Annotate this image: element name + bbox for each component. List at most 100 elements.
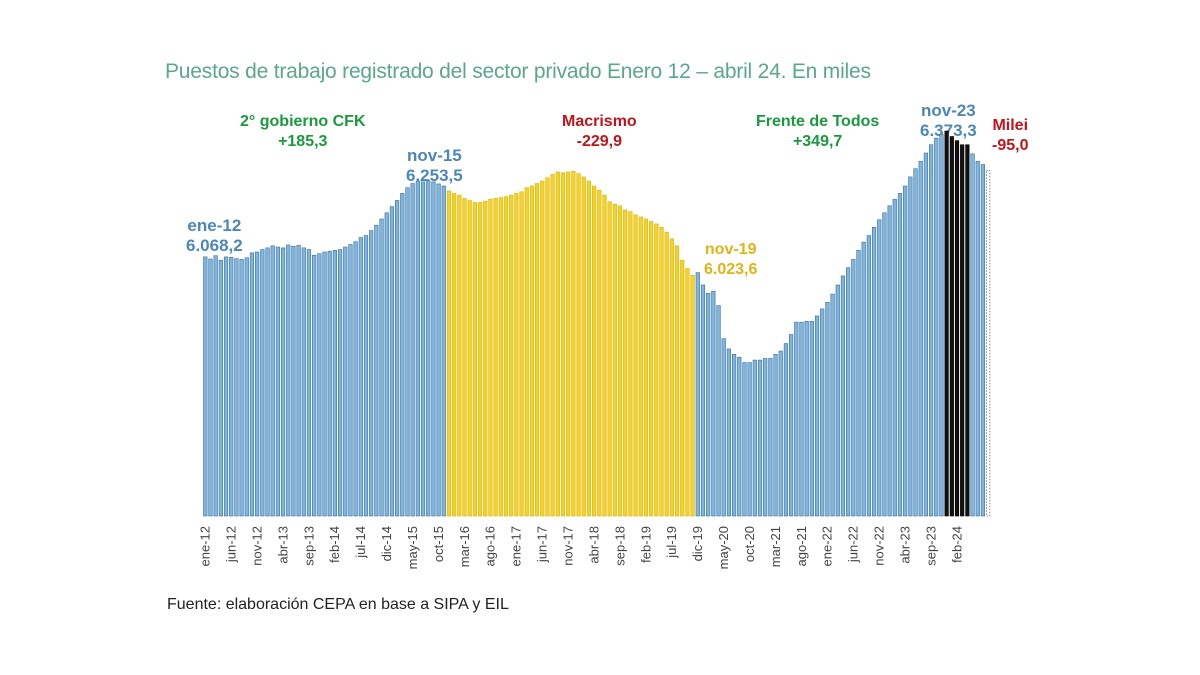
bar	[633, 214, 638, 517]
bar	[835, 284, 840, 517]
bar	[218, 259, 223, 517]
bar	[986, 170, 991, 517]
bar	[612, 203, 617, 517]
bar	[379, 218, 384, 517]
bar	[472, 202, 477, 517]
bar	[726, 348, 731, 517]
bar	[270, 245, 275, 517]
bar	[773, 353, 778, 517]
bar	[918, 160, 923, 517]
bar	[457, 194, 462, 517]
bar	[711, 290, 716, 517]
bar	[348, 244, 353, 517]
bar	[358, 237, 363, 517]
x-tick-label: may-15	[405, 526, 420, 569]
bar	[301, 247, 306, 517]
x-tick-label: abr-13	[275, 526, 290, 564]
annotation-cfk: 2° gobierno CFK +185,3	[240, 112, 366, 152]
bar	[280, 247, 286, 517]
bar	[814, 315, 820, 517]
label-nov-23: nov-23 6.373,3	[920, 101, 977, 141]
bar	[389, 206, 395, 517]
bar	[327, 250, 332, 517]
bar	[607, 201, 612, 517]
bar	[700, 284, 706, 517]
bar	[778, 350, 783, 517]
bar	[980, 164, 986, 517]
bar	[260, 249, 265, 517]
label-nov-19-date: nov-19	[704, 241, 757, 258]
label-nov-15-date: nov-15	[406, 146, 462, 165]
bar	[509, 194, 514, 517]
source-note: Fuente: elaboración CEPA en base a SIPA …	[167, 596, 509, 613]
bar	[312, 255, 317, 517]
bar	[592, 185, 597, 517]
bar	[405, 187, 410, 517]
bar	[674, 245, 680, 517]
bar	[306, 249, 312, 517]
bar	[374, 224, 379, 517]
bar	[317, 253, 322, 517]
label-nov-15: nov-15 6.253,5	[406, 146, 463, 186]
bar	[871, 226, 877, 517]
x-tick-label: jul-19	[664, 526, 679, 559]
bar	[275, 246, 280, 517]
bar	[897, 193, 903, 517]
bar	[809, 320, 814, 517]
bar	[913, 168, 918, 517]
bar	[934, 137, 939, 517]
bar	[540, 180, 545, 517]
bar	[555, 171, 560, 517]
x-tick-label: oct-20	[742, 526, 757, 562]
bar	[426, 180, 431, 517]
bar	[462, 198, 467, 517]
bar	[519, 191, 524, 517]
x-tick-label: dic-14	[379, 526, 394, 561]
annotation-milei-change: -95,0	[992, 137, 1029, 154]
bar	[742, 362, 747, 517]
bar	[203, 256, 208, 517]
label-nov-19: nov-19 6.023,6	[704, 240, 757, 280]
x-tick-label: ene-12	[198, 526, 213, 566]
bar	[534, 183, 540, 517]
label-nov-15-value: 6.253,5	[406, 166, 463, 185]
bar	[721, 338, 726, 517]
bar	[571, 170, 576, 517]
bar	[825, 302, 830, 517]
x-tick-label: ene-17	[509, 526, 524, 566]
bar	[804, 320, 809, 517]
bar	[623, 209, 628, 517]
bar	[840, 275, 846, 517]
bar	[649, 221, 654, 517]
label-ene-12: ene-12 6.068,2	[186, 216, 243, 256]
bar	[244, 257, 249, 517]
bar	[892, 198, 897, 517]
x-tick-label: feb-24	[949, 526, 964, 563]
bar	[706, 292, 711, 517]
annotation-fdt-name: Frente de Todos	[756, 113, 880, 130]
bar	[970, 153, 975, 517]
bar	[229, 257, 234, 517]
bar	[882, 212, 887, 517]
bar	[830, 293, 835, 517]
bar	[467, 200, 472, 517]
bar	[949, 136, 954, 517]
bar	[752, 359, 757, 517]
bar	[223, 256, 229, 517]
bar	[923, 152, 928, 517]
bar	[524, 187, 529, 517]
bar	[249, 252, 255, 517]
bar	[789, 334, 794, 517]
bar	[747, 362, 752, 517]
x-tick-label: may-20	[716, 526, 731, 569]
bar	[638, 216, 643, 517]
bar	[597, 189, 602, 517]
annotation-cfk-change: +185,3	[278, 133, 328, 150]
annotation-cfk-name: 2° gobierno CFK	[240, 113, 366, 130]
bar	[477, 202, 483, 517]
bar	[861, 241, 866, 517]
bar	[566, 171, 571, 517]
bar	[493, 198, 498, 517]
x-tick-label: feb-19	[638, 526, 653, 563]
